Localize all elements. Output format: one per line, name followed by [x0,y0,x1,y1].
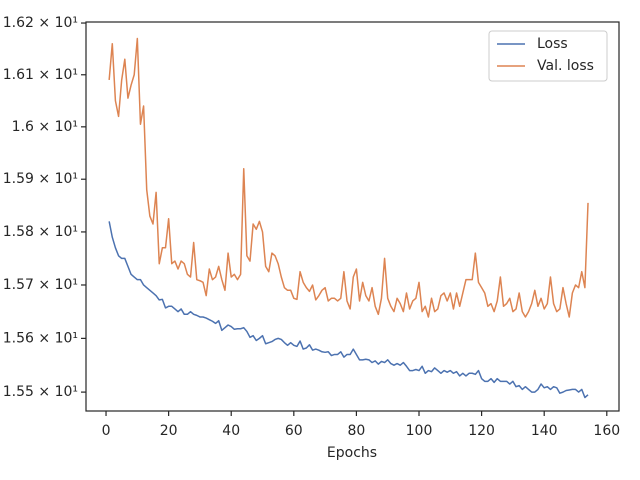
x-axis-label: Epochs [327,445,377,461]
line-series [108,37,589,318]
x-tick-label: 20 [160,423,178,439]
plot-frame [85,21,620,412]
y-tick-label: 1.59 × 10¹ [3,171,78,187]
x-tick-label: 120 [468,423,495,439]
legend-label: Loss [537,36,568,52]
line-series [108,221,589,399]
x-tick-label: 40 [222,423,240,439]
x-tick-label: 80 [347,423,365,439]
y-tick-label: 1.55 × 10¹ [3,384,78,400]
y-tick-label: 1.56 × 10¹ [3,330,78,346]
y-tick-label: 1.6 × 10¹ [12,119,78,135]
x-tick-label: 160 [593,423,620,439]
y-tick-label: 1.62 × 10¹ [3,15,78,31]
legend-label: Val. loss [537,58,594,74]
x-tick-label: 0 [102,423,111,439]
y-tick-label: 1.57 × 10¹ [3,277,78,293]
x-tick-label: 140 [531,423,558,439]
y-tick-label: 1.58 × 10¹ [3,224,78,240]
x-tick-label: 60 [285,423,303,439]
y-tick-label: 1.61 × 10¹ [3,67,78,83]
x-tick-label: 100 [406,423,433,439]
